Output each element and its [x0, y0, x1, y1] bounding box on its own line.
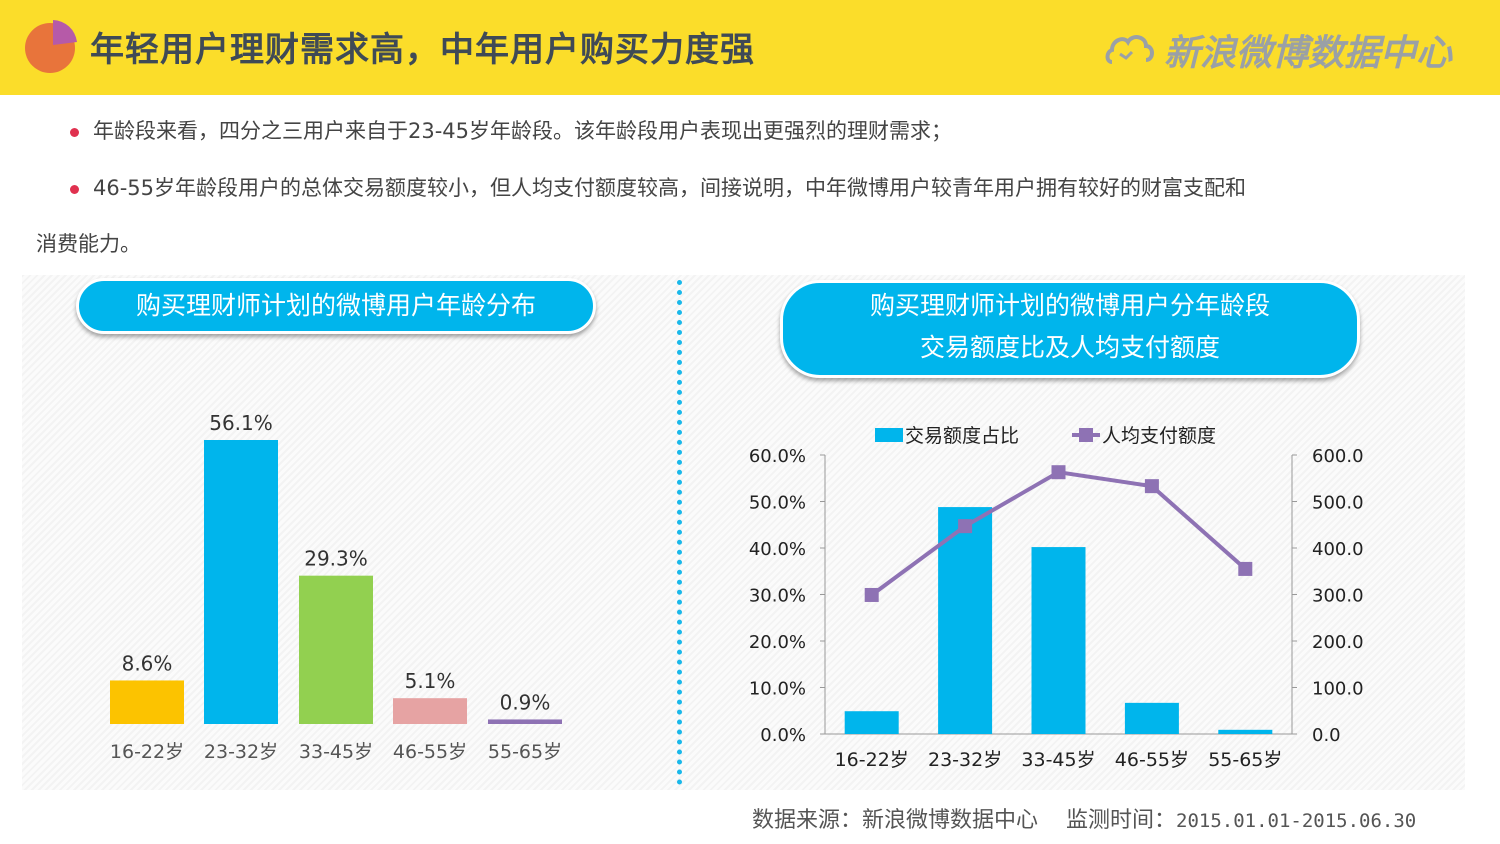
data-label: 0.9% — [500, 690, 551, 714]
bar — [488, 719, 562, 724]
data-label: 56.1% — [209, 411, 273, 435]
divider — [677, 280, 682, 785]
x-tick-label: 55-65岁 — [488, 741, 562, 763]
x-tick-label: 23-32岁 — [928, 749, 1002, 771]
left-tick-label: 30.0% — [749, 586, 806, 607]
x-tick-label: 55-65岁 — [1208, 749, 1282, 771]
bar — [1218, 729, 1273, 734]
footer: 数据来源：新浪微博数据中心 监测时间：2015.01.01-2015.06.30 — [752, 802, 1416, 834]
bullet-text: 年龄段来看，四分之三用户来自于23-45岁年龄段。该年龄段用户表现出更强烈的理财… — [93, 119, 953, 143]
bar — [1124, 702, 1179, 734]
right-chart-title-line: 购买理财师计划的微博用户分年龄段 — [869, 291, 1270, 320]
left-chart-title-text: 购买理财师计划的微博用户年龄分布 — [135, 291, 536, 320]
x-tick-label: 16-22岁 — [110, 741, 184, 763]
brand-logo: 新浪微博数据中心 — [1104, 24, 1452, 76]
left-chart-title: 购买理财师计划的微博用户年龄分布 — [76, 278, 596, 334]
bullet-dot — [70, 127, 79, 137]
legend-swatch-bar — [875, 428, 903, 442]
data-label: 5.1% — [405, 669, 456, 693]
left-tick-label: 40.0% — [749, 539, 806, 560]
transaction-chart: 0.0% 10.0% 20.0% 30.0% 40.0% 50.0% 60.0% 0.0 100… — [749, 425, 1364, 771]
legend-marker — [1079, 428, 1093, 442]
line-marker — [1144, 479, 1159, 494]
left-tick-label: 60.0% — [749, 446, 806, 467]
left-tick-label: 20.0% — [749, 632, 806, 653]
right-tick-label: 100.0 — [1312, 679, 1364, 700]
x-tick-label: 23-32岁 — [204, 741, 278, 763]
right-chart-title: 购买理财师计划的微博用户分年龄段 交易额度比及人均支付额度 — [780, 280, 1360, 378]
x-tick-label: 46-55岁 — [393, 741, 467, 763]
line-marker — [864, 587, 879, 602]
bar — [844, 711, 899, 734]
legend-label: 人均支付额度 — [1102, 425, 1216, 447]
data-source: 数据来源：新浪微博数据中心 — [752, 808, 1039, 833]
left-tick-label: 10.0% — [749, 679, 806, 700]
pie-chart-icon — [25, 20, 77, 73]
period-label: 监测时间： — [1066, 808, 1177, 833]
bullet-text: 46-55岁年龄段用户的总体交易额度较小，但人均支付额度较高，间接说明，中年微博… — [93, 176, 1247, 200]
x-tick-label: 16-22岁 — [835, 749, 909, 771]
data-label: 8.6% — [122, 651, 173, 675]
legend-label: 交易额度占比 — [905, 425, 1019, 447]
age-distribution-chart: 8.6% 16-22岁 56.1% 23-32岁 29.3% 33-45岁 5.1% 46-5… — [110, 411, 562, 763]
bullet-item: 年龄段来看，四分之三用户来自于23-45岁年龄段。该年龄段用户表现出更强烈的理财… — [70, 115, 952, 145]
bullet-continuation: 消费能力。 — [36, 232, 141, 256]
weibo-cloud-icon — [1105, 35, 1154, 64]
bar — [204, 440, 278, 724]
bar — [1031, 547, 1086, 734]
period-value: 2015.01.01-2015.06.30 — [1176, 810, 1417, 832]
bullet-item: 46-55岁年龄段用户的总体交易额度较小，但人均支付额度较高，间接说明，中年微博… — [70, 172, 1246, 202]
right-tick-label: 500.0 — [1312, 493, 1364, 514]
right-tick-label: 600.0 — [1312, 446, 1364, 467]
x-tick-label: 33-45岁 — [299, 741, 373, 763]
left-tick-label: 50.0% — [749, 493, 806, 514]
left-tick-label: 0.0% — [760, 725, 806, 746]
bar — [110, 680, 184, 724]
right-tick-label: 300.0 — [1312, 586, 1364, 607]
x-tick-label: 33-45岁 — [1021, 749, 1095, 771]
header: 年轻用户理财需求高，中年用户购买力度强 新浪微博数据中心 — [0, 0, 1500, 95]
right-tick-label: 400.0 — [1312, 539, 1364, 560]
right-tick-label: 0.0 — [1312, 725, 1341, 746]
line-marker — [1051, 465, 1066, 480]
bullet-dot — [70, 184, 79, 194]
data-label: 29.3% — [304, 547, 368, 571]
line-marker — [1238, 561, 1253, 576]
bar — [393, 698, 467, 724]
page-title: 年轻用户理财需求高，中年用户购买力度强 — [90, 30, 755, 70]
right-chart-title-line: 交易额度比及人均支付额度 — [919, 333, 1220, 362]
brand-name: 新浪微博数据中心 — [1163, 33, 1452, 74]
bar — [938, 507, 993, 734]
right-tick-label: 200.0 — [1312, 632, 1364, 653]
line-marker — [958, 519, 973, 534]
bar — [299, 575, 373, 724]
x-tick-label: 46-55岁 — [1115, 749, 1189, 771]
